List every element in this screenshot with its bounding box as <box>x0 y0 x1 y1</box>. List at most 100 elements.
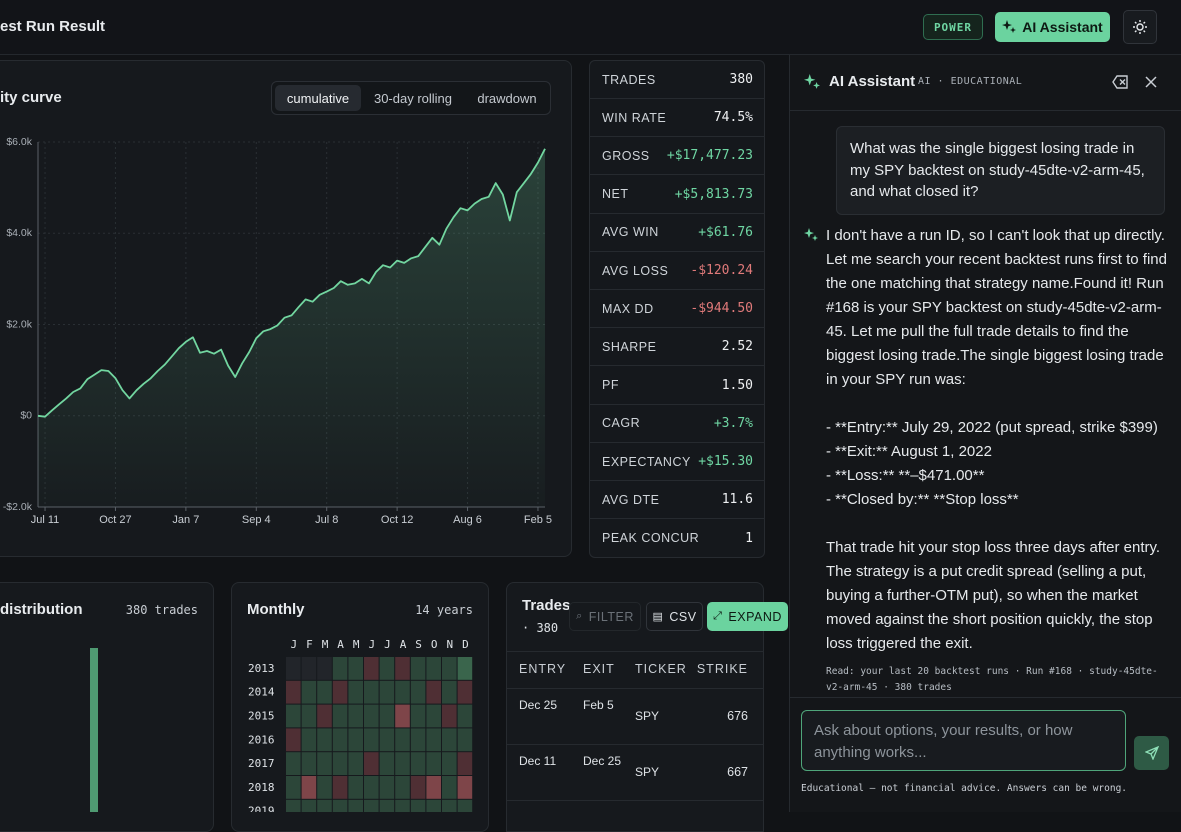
page-title: est Run Result <box>0 18 106 35</box>
stat-value: 380 <box>729 72 753 87</box>
button-label: FILTER <box>588 609 634 624</box>
equity-card <box>0 60 572 557</box>
reply-list-item: - **Entry:** July 29, 2022 (put spread, … <box>826 419 1158 436</box>
stat-label: AVG WIN <box>602 225 659 240</box>
stat-value: 1 <box>745 530 753 546</box>
trades-button[interactable]: ▤ CSV <box>646 602 703 631</box>
column-header: ENTRY <box>519 662 567 676</box>
column-header: STRIKE <box>696 662 748 676</box>
stat-label: TRADES <box>602 72 656 87</box>
equity-title: ity curve <box>0 89 62 106</box>
table-cell: SPY <box>635 709 660 723</box>
stat-row: AVG WIN +$61.76 <box>590 214 765 252</box>
stat-row: AVG LOSS -$120.24 <box>590 252 765 290</box>
stat-row: WIN RATE 74.5% <box>590 99 765 138</box>
send-icon <box>1144 746 1159 760</box>
stat-row: MAX DD -$944.50 <box>590 290 765 329</box>
stat-label: PF <box>602 378 619 393</box>
reply-list-item: - **Exit:** August 1, 2022 <box>826 443 992 460</box>
stat-row: PEAK CONCUR 1 <box>590 519 765 557</box>
stat-value: +3.7% <box>713 415 753 431</box>
stat-value: +$5,813.73 <box>674 186 753 202</box>
column-header: TICKER <box>635 662 687 676</box>
table-cell: Dec 25 <box>583 754 622 768</box>
stat-label: MAX DD <box>602 301 654 316</box>
stat-label: WIN RATE <box>602 110 667 125</box>
stat-row: SHARPE 2.52 <box>590 328 765 367</box>
trades-count: · 380 <box>522 621 559 635</box>
assistant-title: AI Assistant <box>829 73 916 90</box>
button-icon: ⤢ <box>713 610 723 622</box>
table-cell: Feb 5 <box>583 698 614 712</box>
stat-value: 2.52 <box>721 339 753 355</box>
stat-row: NET +$5,813.73 <box>590 176 765 214</box>
reply-paragraph: That trade hit your stop loss three days… <box>826 539 1161 652</box>
clear-icon[interactable] <box>1112 75 1128 89</box>
table-rule <box>507 651 764 652</box>
table-cell: Dec 11 <box>519 754 557 768</box>
reply-list-item: - **Closed by:** **Stop loss** <box>826 491 1019 508</box>
assistant-button[interactable]: AI Assistant <box>995 12 1110 42</box>
tab[interactable]: drawdown <box>477 90 537 106</box>
stat-label: NET <box>602 187 629 202</box>
distribution-count: 380 trades <box>125 603 198 617</box>
tab[interactable]: 30-day rolling <box>373 90 453 106</box>
stat-label: CAGR <box>602 416 641 431</box>
distribution-title: distribution <box>0 601 83 618</box>
stat-value: +$61.76 <box>698 224 753 240</box>
assistant-reply: I don't have a run ID, so I can't look t… <box>826 224 1171 696</box>
theme-toggle[interactable] <box>1123 10 1157 44</box>
table-cell: 676 <box>727 709 748 723</box>
stat-label: EXPECTANCY <box>602 454 691 469</box>
table-rule <box>507 688 764 689</box>
table-rule <box>507 800 764 801</box>
stat-value: 1.50 <box>721 377 753 393</box>
stats-panel: TRADES 380 WIN RATE 74.5% GROSS +$17,477.23 NE… <box>589 60 765 558</box>
assistant-tag: AI · EDUCATIONAL <box>918 76 1023 87</box>
button-label: EXPAND <box>728 609 782 624</box>
sparkle-icon <box>1002 20 1017 33</box>
table-rule <box>507 744 764 745</box>
header <box>0 0 1181 55</box>
stat-value: 11.6 <box>721 492 753 508</box>
stat-row: CAGR +3.7% <box>590 405 765 443</box>
send-button[interactable] <box>1134 736 1169 770</box>
stat-label: GROSS <box>602 148 650 163</box>
trades-button[interactable]: ⤢ EXPAND <box>707 602 788 631</box>
sparkle-icon <box>804 74 820 89</box>
distribution-card <box>0 582 214 832</box>
stat-row: GROSS +$17,477.23 <box>590 137 765 176</box>
stat-value: 74.5% <box>713 110 753 126</box>
reply-list-item: - **Loss:** **–$471.00** <box>826 467 985 484</box>
stat-value: +$17,477.23 <box>666 148 753 164</box>
divider <box>789 110 1181 111</box>
reply-paragraph: I don't have a run ID, so I can't look t… <box>826 227 1167 388</box>
stat-value: -$944.50 <box>690 301 753 317</box>
plan-badge: POWER <box>923 14 983 40</box>
table-cell: SPY <box>635 765 660 779</box>
button-label: CSV <box>669 609 697 624</box>
button-icon: ⌕ <box>576 610 583 622</box>
reply-list: - **Entry:** July 29, 2022 (put spread, … <box>826 416 1171 512</box>
tab[interactable]: cumulative <box>275 85 361 111</box>
stat-row: EXPECTANCY +$15.30 <box>590 443 765 481</box>
stat-row: AVG DTE 11.6 <box>590 481 765 520</box>
stat-row: PF 1.50 <box>590 367 765 405</box>
trades-button[interactable]: ⌕ FILTER <box>569 602 641 631</box>
divider <box>789 697 1181 698</box>
close-icon[interactable] <box>1145 76 1157 88</box>
button-icon: ▤ <box>652 611 664 623</box>
monthly-years: 14 years <box>415 603 473 617</box>
column-header: EXIT <box>583 662 615 676</box>
chat-input[interactable]: Ask about options, your results, or how … <box>801 710 1126 771</box>
assistant-button-label: AI Assistant <box>1022 19 1103 35</box>
disclaimer: Educational — not financial advice. Answ… <box>801 783 1128 794</box>
table-cell: 667 <box>727 765 748 779</box>
stat-label: AVG LOSS <box>602 263 669 278</box>
user-message: What was the single biggest losing trade… <box>836 126 1165 215</box>
sparkle-icon <box>804 228 818 241</box>
trades-title: Trades <box>522 597 571 614</box>
monthly-title: Monthly <box>247 601 305 618</box>
stat-row: TRADES 380 <box>590 61 765 99</box>
